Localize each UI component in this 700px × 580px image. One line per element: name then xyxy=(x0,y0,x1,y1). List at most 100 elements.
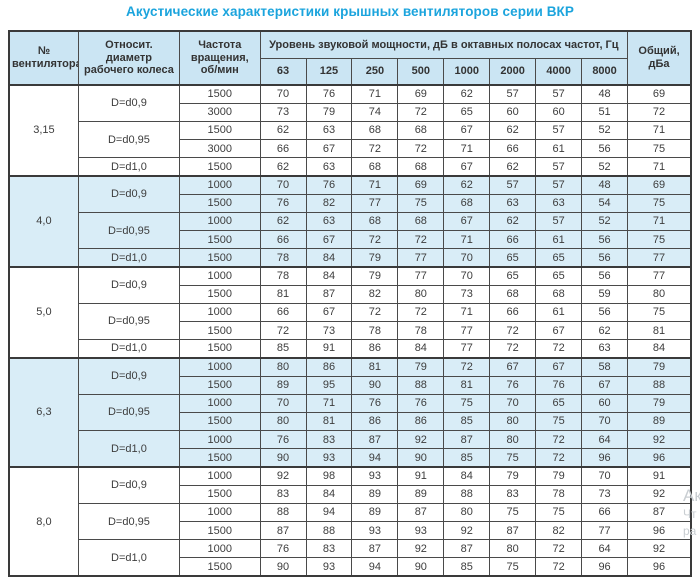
spl-value-cell: 56 xyxy=(581,229,629,250)
spl-value-cell: 88 xyxy=(397,375,445,395)
table-row: D=d1,0 1000 76 83 87 92 87 80 72 64 92 xyxy=(9,430,692,468)
rpm-cell: 1000 xyxy=(178,502,261,523)
rpm-cell: 1000 xyxy=(178,174,261,195)
spl-value-cell: 56 xyxy=(581,248,629,268)
spl-value-cell: 85 xyxy=(443,448,491,468)
spl-value-cell: 52 xyxy=(581,120,629,141)
freq-header-cell: 2000 xyxy=(489,58,537,86)
total-cell: 69 xyxy=(627,83,692,104)
spl-value-cell: 76 xyxy=(259,430,307,450)
spl-value-cell: 76 xyxy=(351,393,399,413)
spl-value-cell: 71 xyxy=(443,229,491,250)
spl-value-cell: 75 xyxy=(489,557,537,577)
spl-value-cell: 72 xyxy=(397,139,445,159)
spl-value-cell: 75 xyxy=(489,502,537,523)
spl-value-cell: 94 xyxy=(351,448,399,468)
spl-value-cell: 48 xyxy=(581,83,629,104)
spl-value-cell: 67 xyxy=(535,320,583,341)
spl-value-cell: 76 xyxy=(535,375,583,395)
spl-value-cell: 86 xyxy=(351,339,399,359)
spl-value-cell: 70 xyxy=(581,411,629,432)
spl-value-cell: 88 xyxy=(259,502,307,523)
total-cell: 89 xyxy=(627,411,692,432)
spl-value-cell: 91 xyxy=(397,465,445,486)
spl-value-cell: 92 xyxy=(397,539,445,559)
spl-value-cell: 85 xyxy=(443,411,491,432)
spl-value-cell: 92 xyxy=(259,465,307,486)
spl-value-cell: 79 xyxy=(535,465,583,486)
spl-value-cell: 72 xyxy=(397,229,445,250)
spl-value-cell: 84 xyxy=(305,248,353,268)
header-row-main: № вентилятора Относит. диаметр рабочего … xyxy=(8,30,692,86)
spl-value-cell: 62 xyxy=(259,157,307,177)
diameter-cell: D=d1,0 xyxy=(77,339,180,359)
spl-value-cell: 48 xyxy=(581,174,629,195)
spl-value-cell: 68 xyxy=(351,120,399,141)
total-cell: 88 xyxy=(627,375,692,395)
table-row: 5,0 D=d0,9 1000 78 84 79 77 70 65 65 56 77 xyxy=(8,265,692,359)
spl-value-cell: 68 xyxy=(397,157,445,177)
rpm-cell: 3000 xyxy=(178,102,261,122)
spl-value-cell: 62 xyxy=(259,120,307,141)
rpm-cell: 1000 xyxy=(178,465,261,486)
spl-value-cell: 56 xyxy=(581,139,629,159)
rpm-cell: 1500 xyxy=(178,320,261,341)
spl-value-cell: 78 xyxy=(397,320,445,341)
spl-value-cell: 66 xyxy=(259,139,307,159)
spl-value-cell: 62 xyxy=(443,83,491,104)
spl-value-cell: 63 xyxy=(305,120,353,141)
spl-value-cell: 52 xyxy=(581,211,629,232)
header-rpm: Частота вращения, об/мин xyxy=(178,30,261,86)
spl-value-cell: 64 xyxy=(581,430,629,450)
table-row: D=d0,95 1500 62 63 68 68 67 62 57 52 71 xyxy=(9,120,692,159)
spl-value-cell: 79 xyxy=(351,248,399,268)
spl-value-cell: 60 xyxy=(535,102,583,122)
spl-value-cell: 73 xyxy=(305,320,353,341)
diameter-cell: D=d0,9 xyxy=(77,465,180,504)
spl-value-cell: 79 xyxy=(305,102,353,122)
header-fan-number: № вентилятора xyxy=(8,30,79,86)
spl-value-cell: 67 xyxy=(443,157,491,177)
spl-value-cell: 70 xyxy=(489,393,537,413)
freq-header-cell: 4000 xyxy=(535,58,583,86)
spl-value-cell: 65 xyxy=(535,248,583,268)
spl-value-cell: 84 xyxy=(305,265,353,286)
spl-value-cell: 76 xyxy=(305,83,353,104)
spl-value-cell: 76 xyxy=(259,193,307,213)
spl-value-cell: 57 xyxy=(535,120,583,141)
spl-value-cell: 67 xyxy=(443,211,491,232)
rpm-cell: 1000 xyxy=(178,430,261,450)
table-row: D=d1,0 1500 85 91 86 84 77 72 72 63 84 xyxy=(9,339,692,359)
total-cell: 71 xyxy=(627,120,692,141)
spl-value-cell: 62 xyxy=(489,157,537,177)
spl-value-cell: 80 xyxy=(489,539,537,559)
spl-value-cell: 62 xyxy=(489,120,537,141)
freq-header-cell: 1000 xyxy=(443,58,491,86)
spl-value-cell: 67 xyxy=(489,356,537,377)
spl-value-cell: 79 xyxy=(397,356,445,377)
spl-value-cell: 68 xyxy=(351,211,399,232)
spl-value-cell: 89 xyxy=(259,375,307,395)
rpm-cell: 1500 xyxy=(178,157,261,177)
table-row: D=d1,0 1500 62 63 68 68 67 62 57 52 71 xyxy=(9,157,692,177)
freq-header-cell: 250 xyxy=(351,58,399,86)
spl-value-cell: 92 xyxy=(397,430,445,450)
spl-value-cell: 72 xyxy=(259,320,307,341)
freq-header-row: 63 125 250 500 1000 2000 4000 8000 xyxy=(9,58,691,86)
spl-value-cell: 80 xyxy=(259,411,307,432)
spl-value-cell: 72 xyxy=(397,302,445,322)
spl-value-cell: 84 xyxy=(305,484,353,504)
diameter-cell: D=d0,9 xyxy=(77,356,180,395)
spl-value-cell: 89 xyxy=(351,484,399,504)
spl-value-cell: 75 xyxy=(535,411,583,432)
spl-value-cell: 81 xyxy=(259,284,307,304)
spl-value-cell: 67 xyxy=(443,120,491,141)
table-row: 3000 73 79 74 72 65 60 60 51 72 xyxy=(9,102,692,122)
spl-value-cell: 96 xyxy=(581,448,629,468)
spl-value-cell: 66 xyxy=(259,229,307,250)
spl-value-cell: 71 xyxy=(443,302,491,322)
header-total: Общий, дБа xyxy=(627,30,692,86)
rpm-cell: 1500 xyxy=(178,284,261,304)
table-row: 1500 90 93 94 90 85 75 72 96 96 xyxy=(9,557,692,577)
spl-value-cell: 76 xyxy=(305,174,353,195)
